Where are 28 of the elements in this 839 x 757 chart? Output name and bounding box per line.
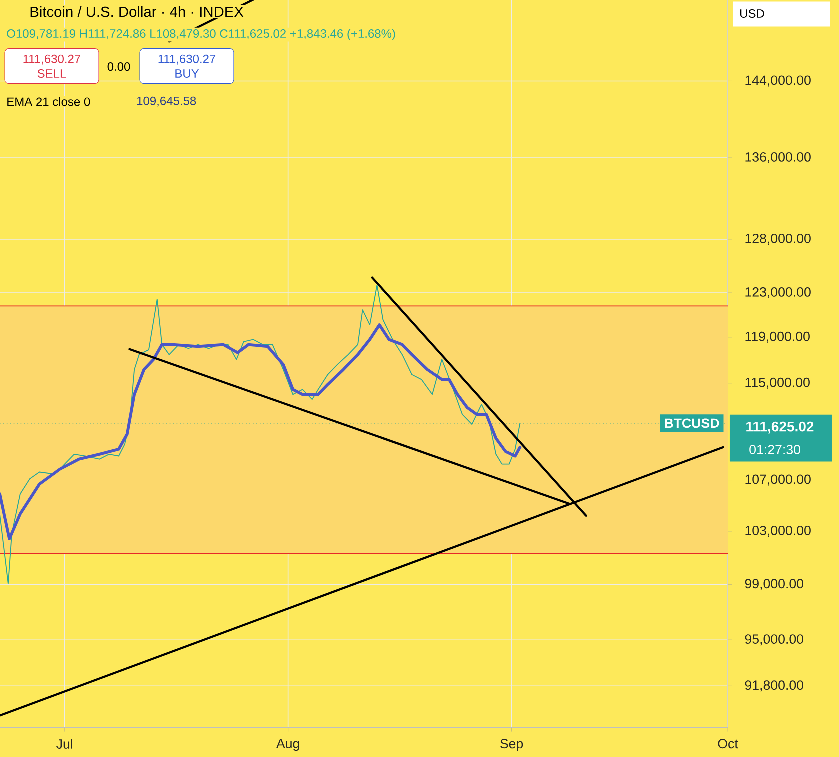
annotation: 109,645.58 [137,96,196,107]
y-tick-label: 128,000.00 [746,234,811,245]
annotation: SELL [38,70,66,78]
ref-line-label: BTCUSD [665,418,720,428]
y-tick-label: 136,000.00 [746,152,811,164]
y-tick-label: 99,000.00 [745,579,804,590]
chart-title: Bitcoin / U.S. Dollar · 4h · INDEX [30,6,244,18]
y-tick-label: 107,000.00 [746,474,811,486]
x-tick-label: Oct [718,739,738,749]
text: USD [740,10,764,18]
x-tick-label: Sep [500,739,524,752]
y-tick-label: 95,000.00 [745,634,804,646]
y-tick-label: 115,000.00 [746,378,810,389]
annotation: 111,630.27 [158,54,216,65]
annotation: BUY [176,70,200,78]
y-tick-label: 103,000.00 [746,526,811,537]
y-tick-label: 91,800.00 [745,680,804,692]
annotation: EMA 21 close 0 [8,97,90,106]
annotation: 111,630.27 [24,54,80,65]
x-tick-label: Jul [56,739,72,749]
annotation: O109,781.19 H111,724.86 L108,479.30 C111,625.02 +1,843.46 (+1.68%) [7,29,396,40]
y-tick-label: 144,000.00 [746,76,811,87]
y-tick-label: 119,000.00 [746,332,810,343]
y-tick-label: 123,000.00 [746,288,811,299]
text: 01:27:30 [750,445,800,454]
x-tick-label: Aug [276,739,300,752]
text: 111,625.02 [746,422,814,434]
annotation: 0.00 [108,62,130,72]
